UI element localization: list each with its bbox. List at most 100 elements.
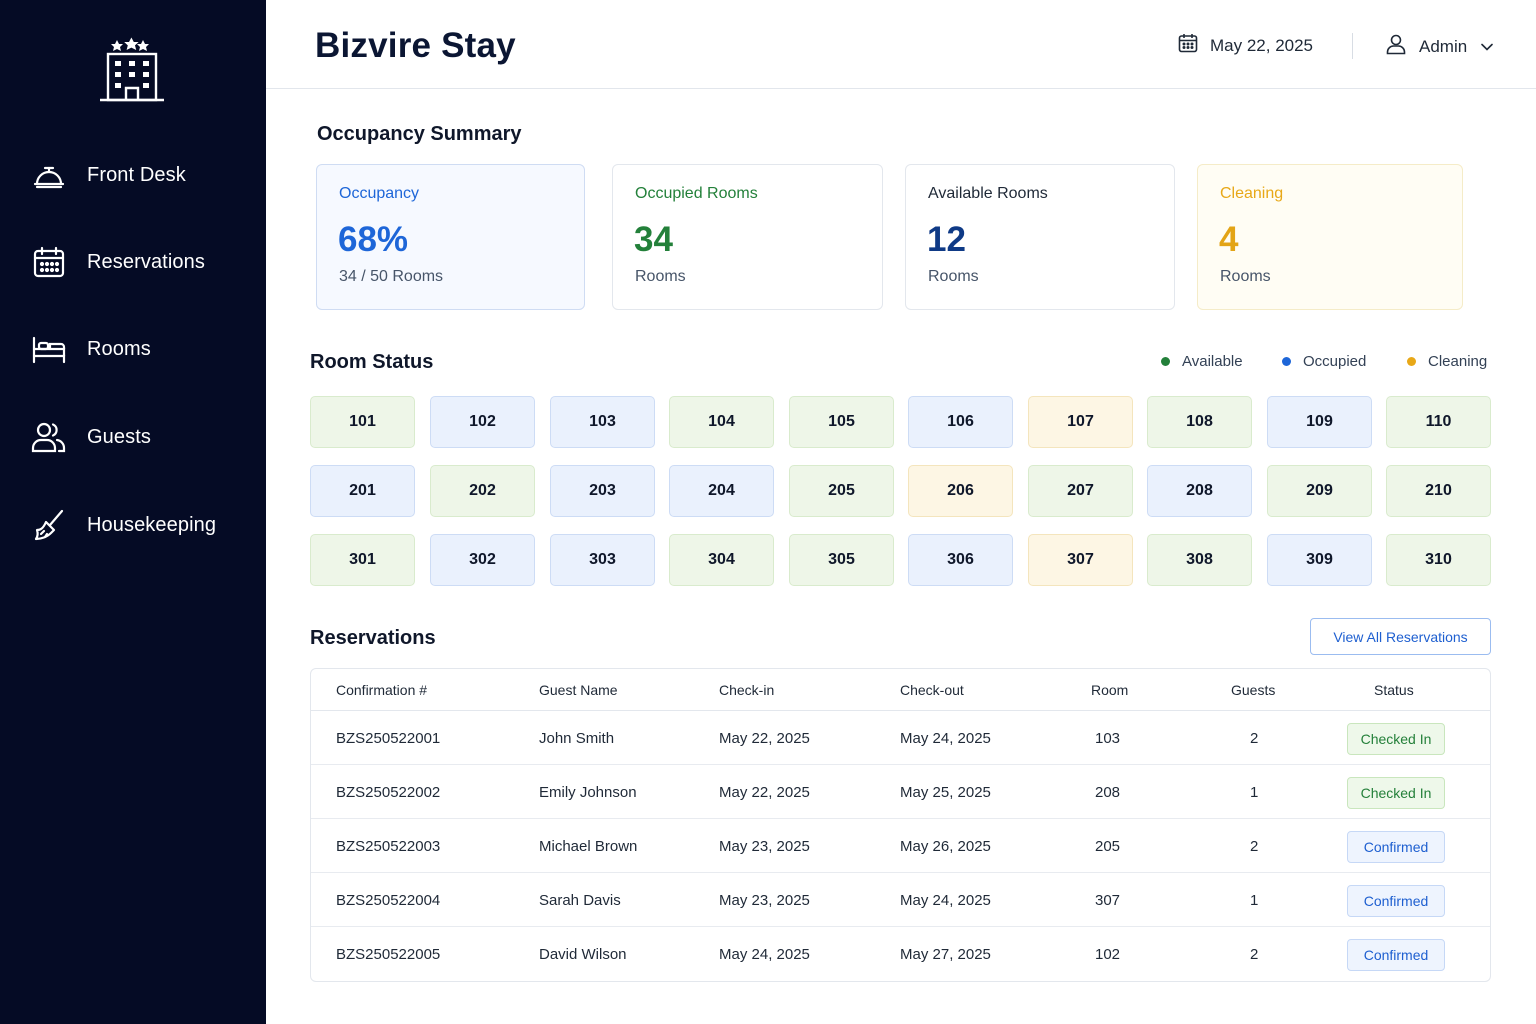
room-tile-207[interactable]: 207	[1028, 465, 1133, 517]
room-tile-107[interactable]: 107	[1028, 396, 1133, 448]
reservations-title: Reservations	[310, 627, 436, 649]
room-tile-310[interactable]: 310	[1386, 534, 1491, 586]
cell-checkin: May 24, 2025	[719, 946, 810, 963]
room-tile-201[interactable]: 201	[310, 465, 415, 517]
cell-guests: 1	[1250, 784, 1259, 801]
room-tile-203[interactable]: 203	[550, 465, 655, 517]
cell-room: 102	[1095, 946, 1121, 963]
cell-checkout: May 24, 2025	[900, 730, 991, 747]
room-tile-102[interactable]: 102	[430, 396, 535, 448]
broom-icon	[31, 507, 67, 543]
room-tile-305[interactable]: 305	[789, 534, 894, 586]
table-row[interactable]: BZS250522003 Michael Brown May 23, 2025 May…	[311, 819, 1490, 873]
room-tile-106[interactable]: 106	[908, 396, 1013, 448]
cell-room: 205	[1095, 838, 1121, 855]
cell-guests: 2	[1250, 838, 1259, 855]
available-rooms-card: Available Rooms 12 Rooms	[905, 164, 1175, 310]
cell-checkout: May 26, 2025	[900, 838, 991, 855]
column-header[interactable]: Confirmation #	[336, 682, 428, 698]
bell-icon	[31, 157, 67, 193]
room-tile-202[interactable]: 202	[430, 465, 535, 517]
column-header[interactable]: Check-out	[900, 682, 964, 698]
room-tile-101[interactable]: 101	[310, 396, 415, 448]
room-tile-105[interactable]: 105	[789, 396, 894, 448]
table-row[interactable]: BZS250522002 Emily Johnson May 22, 2025 May…	[311, 765, 1490, 819]
room-tile-303[interactable]: 303	[550, 534, 655, 586]
room-tile-308[interactable]: 308	[1147, 534, 1252, 586]
legend-dot	[1407, 357, 1416, 366]
cell-checkin: May 23, 2025	[719, 892, 810, 909]
cell-checkout: May 24, 2025	[900, 892, 991, 909]
cell-checkout: May 25, 2025	[900, 784, 991, 801]
bed-icon	[31, 331, 67, 367]
room-tile-301[interactable]: 301	[310, 534, 415, 586]
status-badge: Checked In	[1347, 723, 1445, 755]
cleaning-card: Cleaning 4 Rooms	[1197, 164, 1463, 310]
room-tile-206[interactable]: 206	[908, 465, 1013, 517]
room-tile-307[interactable]: 307	[1028, 534, 1133, 586]
calendar-icon	[1178, 33, 1198, 58]
room-tile-306[interactable]: 306	[908, 534, 1013, 586]
room-status-title: Room Status	[310, 351, 434, 373]
table-row[interactable]: BZS250522001 John Smith May 22, 2025 May 24…	[311, 711, 1490, 765]
cell-checkin: May 22, 2025	[719, 784, 810, 801]
table-header: Confirmation # Guest Name Check-in Check…	[311, 669, 1490, 711]
reservations-table: Confirmation # Guest Name Check-in Check…	[310, 668, 1491, 982]
room-tile-209[interactable]: 209	[1267, 465, 1372, 517]
room-tile-110[interactable]: 110	[1386, 396, 1491, 448]
room-tile-302[interactable]: 302	[430, 534, 535, 586]
user-menu[interactable]: Admin	[1385, 33, 1493, 60]
card-value: 68%	[338, 220, 409, 259]
cell-confirmation: BZS250522003	[336, 838, 441, 855]
table-row[interactable]: BZS250522004 Sarah Davis May 23, 2025 May 2…	[311, 873, 1490, 927]
room-tile-109[interactable]: 109	[1267, 396, 1372, 448]
cell-room: 103	[1095, 730, 1121, 747]
card-subtext: 34 / 50 Rooms	[339, 268, 444, 285]
room-tile-108[interactable]: 108	[1147, 396, 1252, 448]
cell-room: 208	[1095, 784, 1121, 801]
cell-guest: Sarah Davis	[539, 892, 621, 909]
occupancy-summary-title: Occupancy Summary	[317, 123, 522, 145]
card-label: Occupancy	[339, 185, 420, 202]
legend-cleaning: Cleaning	[1407, 353, 1487, 370]
sidebar-item-reservations[interactable]: Reservations	[0, 234, 266, 290]
cell-guest: John Smith	[539, 730, 615, 747]
cell-guest: David Wilson	[539, 946, 627, 963]
legend-dot	[1282, 357, 1291, 366]
column-header[interactable]: Guest Name	[539, 682, 618, 698]
legend-dot	[1161, 357, 1170, 366]
header-divider	[1352, 33, 1353, 59]
sidebar-item-guests[interactable]: Guests	[0, 409, 266, 465]
cell-guests: 2	[1250, 730, 1259, 747]
room-tile-103[interactable]: 103	[550, 396, 655, 448]
table-row[interactable]: BZS250522005 David Wilson May 24, 2025 May …	[311, 927, 1490, 981]
column-header[interactable]: Check-in	[719, 682, 775, 698]
cell-confirmation: BZS250522002	[336, 784, 441, 801]
room-tile-304[interactable]: 304	[669, 534, 774, 586]
view-all-reservations-button[interactable]: View All Reservations	[1310, 618, 1491, 655]
room-tile-210[interactable]: 210	[1386, 465, 1491, 517]
room-tile-204[interactable]: 204	[669, 465, 774, 517]
room-tile-104[interactable]: 104	[669, 396, 774, 448]
cell-guest: Emily Johnson	[539, 784, 637, 801]
column-header[interactable]: Guests	[1231, 682, 1276, 698]
cell-checkout: May 27, 2025	[900, 946, 991, 963]
room-tile-309[interactable]: 309	[1267, 534, 1372, 586]
occupancy-card: Occupancy 68% 34 / 50 Rooms	[316, 164, 585, 310]
cell-guest: Michael Brown	[539, 838, 638, 855]
cell-room: 307	[1095, 892, 1121, 909]
room-tile-208[interactable]: 208	[1147, 465, 1252, 517]
card-label: Cleaning	[1220, 185, 1284, 202]
app-title: Bizvire Stay	[315, 26, 516, 65]
sidebar-item-front-desk[interactable]: Front Desk	[0, 147, 266, 203]
cell-checkin: May 23, 2025	[719, 838, 810, 855]
status-badge: Confirmed	[1347, 885, 1445, 917]
room-tile-205[interactable]: 205	[789, 465, 894, 517]
sidebar-item-housekeeping[interactable]: Housekeeping	[0, 497, 266, 553]
sidebar-item-rooms[interactable]: Rooms	[0, 321, 266, 377]
date-display[interactable]: May 22, 2025	[1178, 33, 1313, 58]
column-header[interactable]: Status	[1374, 682, 1414, 698]
sidebar-item-label: Rooms	[87, 337, 151, 360]
column-header[interactable]: Room	[1091, 682, 1129, 698]
current-date: May 22, 2025	[1210, 35, 1314, 55]
